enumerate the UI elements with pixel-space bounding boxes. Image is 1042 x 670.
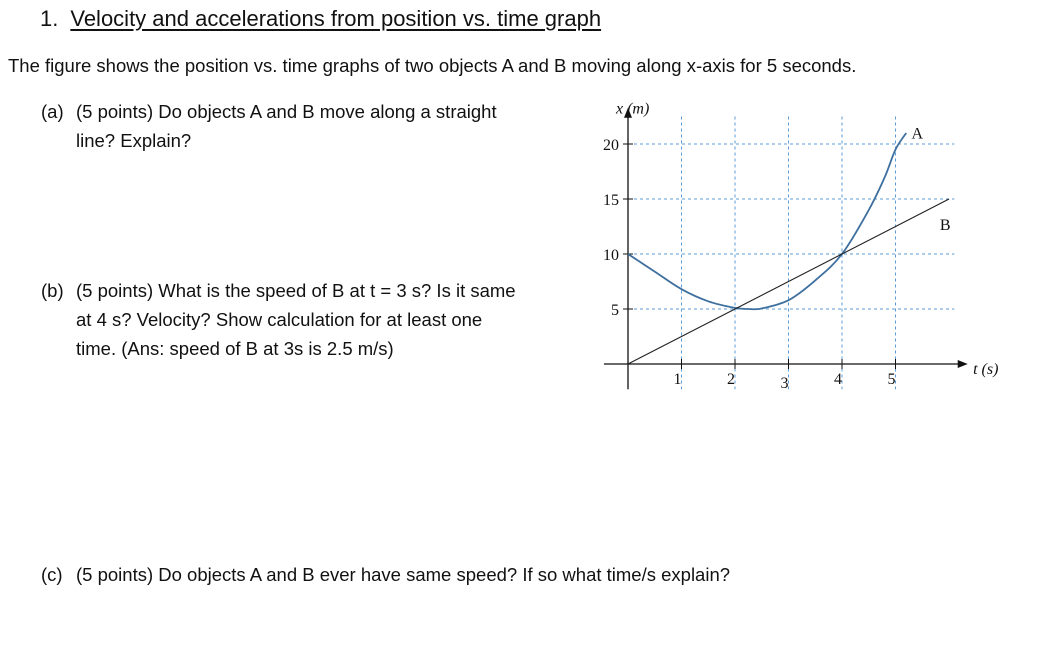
y-tick-label: 15 <box>603 192 619 209</box>
y-tick-label: 20 <box>603 137 619 154</box>
y-axis-arrowhead <box>624 107 632 118</box>
question-b-line: time. (Ans: speed of B at 3s is 2.5 m/s) <box>76 338 394 359</box>
problem-intro: The figure shows the position vs. time g… <box>8 55 857 76</box>
x-tick-label: 4 <box>834 371 842 388</box>
question-c-label: (c) <box>41 564 63 585</box>
question-c: (c) (5 points) Do objects A and B ever h… <box>41 560 861 590</box>
y-tick-label: 5 <box>611 302 619 319</box>
axes <box>603 107 968 390</box>
series: AB <box>627 126 951 365</box>
question-b: (b) (5 points) What is the speed of B at… <box>41 276 571 366</box>
problem-title-text: Velocity and accelerations from position… <box>70 6 602 31</box>
problem-number: 1. <box>40 6 59 31</box>
question-a-line: (5 points) Do objects A and B move along… <box>76 101 497 122</box>
question-a-text: (5 points) Do objects A and B move along… <box>76 97 497 155</box>
x-tick-label: 3 <box>781 375 789 392</box>
series-b-label: B <box>940 217 951 234</box>
y-tick-label: 10 <box>603 247 619 264</box>
question-c-text: (5 points) Do objects A and B ever have … <box>76 560 730 589</box>
question-b-line: (5 points) What is the speed of B at t =… <box>76 280 516 301</box>
axis-ticks: 1 2 3 4 5 5 10 15 20 <box>603 137 896 392</box>
series-b-line <box>627 198 950 365</box>
question-a: (a) (5 points) Do objects A and B move a… <box>41 97 571 157</box>
question-a-line: line? Explain? <box>76 130 192 151</box>
question-b-text: (5 points) What is the speed of B at t =… <box>76 276 516 363</box>
x-tick-label: 5 <box>888 371 896 388</box>
y-axis-label: x (m) <box>615 101 649 118</box>
grid-lines <box>628 116 955 390</box>
question-c-line: (5 points) Do objects A and B ever have … <box>76 564 731 585</box>
x-axis-label: t (s) <box>973 361 998 378</box>
question-a-label: (a) <box>41 101 64 122</box>
x-tick-label: 2 <box>727 371 735 388</box>
x-axis-arrowhead <box>957 360 968 368</box>
problem-title: 1. Velocity and accelerations from positi… <box>40 6 601 32</box>
series-a-label: A <box>912 126 924 143</box>
x-tick-label: 1 <box>674 371 682 388</box>
question-b-label: (b) <box>41 280 64 301</box>
series-a-line <box>627 132 907 311</box>
question-b-line: at 4 s? Velocity? Show calculation for a… <box>76 309 483 330</box>
